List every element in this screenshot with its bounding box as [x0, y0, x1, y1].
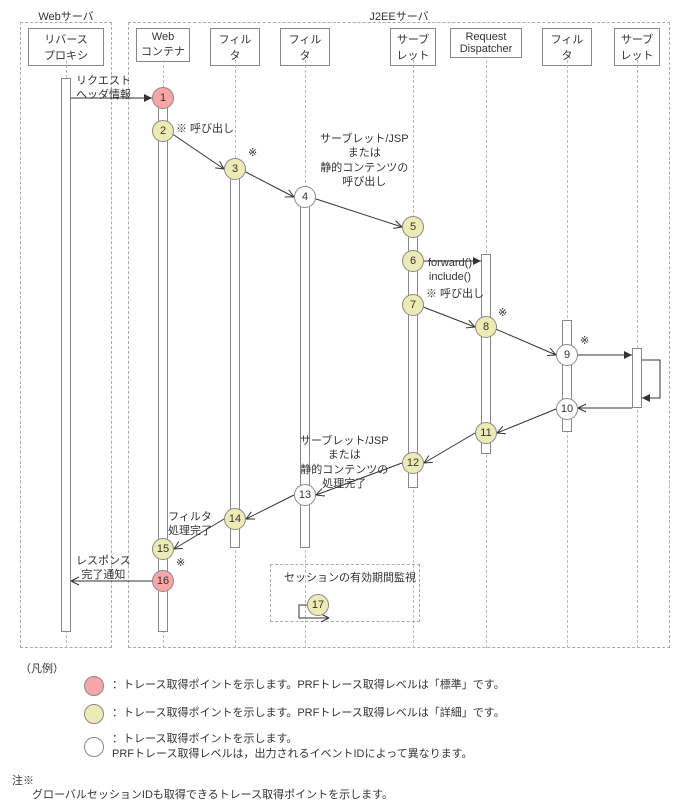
label-call1: ※ 呼び出し: [176, 120, 234, 136]
trace-point-4: 4: [294, 186, 316, 208]
legend-text: ：トレース取得ポイントを示します。PRFトレース取得レベルは「標準」です。: [112, 678, 505, 693]
trace-point-9: 9: [556, 344, 578, 366]
label-ast3: ※: [248, 146, 257, 159]
legend-row: ：トレース取得ポイントを示します。PRFトレース取得レベルは，出力されるイベント…: [84, 732, 664, 763]
legend-text: ：トレース取得ポイントを示します。PRFトレース取得レベルは「詳細」です。: [112, 706, 505, 721]
sequence-diagram: WebサーバJ2EEサーバリバースプロキシWebコンテナフィルタフィルタサーブレ…: [0, 0, 684, 808]
trace-point-16: 16: [152, 570, 174, 592]
participant-web_container: Webコンテナ: [136, 28, 190, 62]
trace-point-17: 17: [307, 594, 329, 616]
legend-circle-icon: [84, 737, 104, 757]
legend-circle-icon: [84, 676, 104, 696]
trace-point-15: 15: [152, 538, 174, 560]
label-call2: ※ 呼び出し: [426, 285, 484, 301]
legend-row: ：トレース取得ポイントを示します。PRFトレース取得レベルは「詳細」です。: [84, 704, 664, 724]
legend-text: ：トレース取得ポイントを示します。PRFトレース取得レベルは，出力されるイベント…: [112, 732, 472, 763]
label-req_header: リクエストヘッダ情報: [76, 74, 131, 103]
trace-point-14: 14: [224, 508, 246, 530]
label-srv_call: サーブレット/JSPまたは静的コンテンツの呼び出し: [320, 132, 409, 189]
trace-point-3: 3: [224, 158, 246, 180]
trace-point-12: 12: [402, 452, 424, 474]
label-res_done: レスポンス完了通知: [76, 554, 131, 583]
label-session: セッションの有効期間監視: [284, 569, 416, 585]
legend-circle-icon: [84, 704, 104, 724]
trace-point-10: 10: [556, 398, 578, 420]
participant-request_dispatcher: RequestDispatcher: [450, 28, 522, 58]
legend-row: ：トレース取得ポイントを示します。PRFトレース取得レベルは「標準」です。: [84, 676, 664, 696]
label-ast9: ※: [580, 334, 589, 347]
trace-point-6: 6: [402, 250, 424, 272]
trace-point-11: 11: [475, 422, 497, 444]
trace-point-8: 8: [475, 316, 497, 338]
trace-point-2: 2: [152, 120, 174, 142]
trace-point-5: 5: [402, 216, 424, 238]
trace-point-7: 7: [402, 294, 424, 316]
label-ast8: ※: [498, 306, 507, 319]
label-forward: forward()include(): [428, 256, 472, 285]
label-ast15: ※: [176, 556, 185, 569]
trace-point-1: 1: [152, 87, 174, 109]
label-filter_done: フィルタ処理完了: [168, 510, 212, 539]
label-srv_done: サーブレット/JSPまたは静的コンテンツの処理完了: [300, 434, 389, 491]
